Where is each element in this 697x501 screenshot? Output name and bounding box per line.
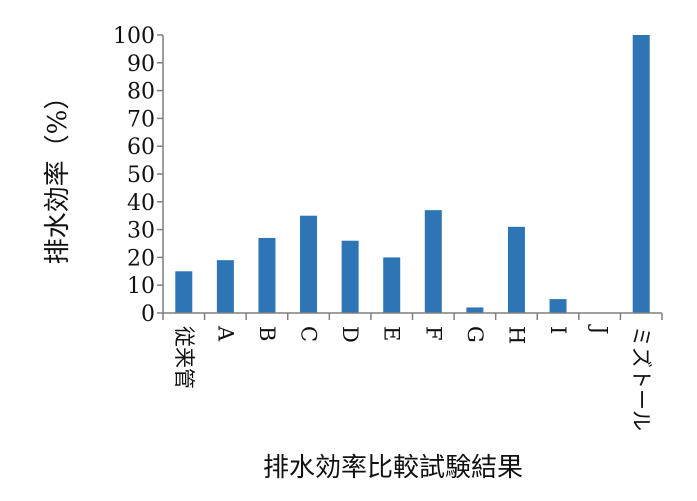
x-tick-label: H (504, 326, 528, 344)
y-tick-label: 30 (127, 219, 155, 244)
y-tick-label: 80 (127, 80, 155, 105)
x-tick-label: A (213, 325, 237, 342)
x-tick-label: J (588, 324, 612, 334)
bar (632, 35, 650, 313)
x-tick-label: B (255, 326, 279, 341)
y-tick-label: 10 (127, 274, 155, 299)
y-tick-label: 90 (127, 52, 155, 77)
y-tick-label: 50 (127, 163, 155, 188)
y-tick-label: 100 (113, 24, 155, 49)
bar (549, 299, 567, 313)
x-tick-label: C (297, 326, 321, 342)
bar (300, 215, 318, 313)
x-tick-labels: 従来管 A B C D E F G H I J ミズトール (172, 324, 653, 431)
y-tick-label: 20 (127, 246, 155, 271)
bar (216, 260, 234, 313)
bar (466, 307, 484, 313)
bar (175, 271, 193, 313)
bar (341, 240, 359, 313)
y-tick-label: 0 (141, 302, 155, 327)
bars-group (175, 35, 650, 313)
x-tick-label: 従来管 (172, 326, 196, 389)
bar (383, 257, 401, 313)
y-tick-label: 60 (127, 135, 155, 160)
bar (507, 226, 525, 313)
x-tick-label: G (463, 326, 487, 343)
axes-group (157, 34, 663, 320)
y-axis-title: 排水効率（%） (43, 84, 73, 265)
y-tick-label: 70 (127, 107, 155, 132)
x-tick-label: E (380, 326, 404, 341)
y-tick-label: 40 (127, 191, 155, 216)
x-tick-label: ミズトール (629, 326, 653, 431)
bar (258, 237, 276, 313)
x-tick-label: D (338, 326, 362, 343)
x-axis-title: 排水効率比較試験結果 (263, 453, 523, 483)
x-tick-label: I (546, 326, 570, 334)
bar (424, 210, 442, 313)
x-tick-label: F (421, 326, 445, 341)
